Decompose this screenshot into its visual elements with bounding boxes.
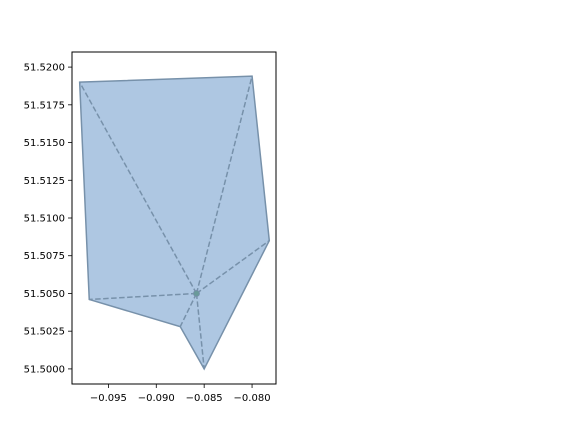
center-point <box>193 290 200 297</box>
y-tick-label-2: 51.5025 <box>24 327 65 338</box>
spoke-line-4 <box>195 293 205 369</box>
spoke-line-3 <box>196 240 270 295</box>
spoke-line-1 <box>79 81 198 294</box>
y-tick-label-9: 51.5200 <box>24 63 65 74</box>
y-tick-label-8: 51.5175 <box>24 100 65 111</box>
x-tick-label-4: −0.080 <box>234 393 271 404</box>
x-tick-label-1: −0.095 <box>90 393 127 404</box>
y-tick-label-7: 51.5150 <box>24 138 65 149</box>
spoke-line-6 <box>89 292 197 301</box>
y-tick-label-1: 51.5000 <box>24 364 65 375</box>
y-tick-label-4: 51.5075 <box>24 251 65 262</box>
y-tick-label-3: 51.5050 <box>24 289 65 300</box>
y-tick-label-5: 51.5100 <box>24 214 65 225</box>
plot-area <box>78 75 271 371</box>
y-tick-label-6: 51.5125 <box>24 176 65 187</box>
spoke-line-5 <box>179 293 198 327</box>
x-tick-label-3: −0.085 <box>186 393 223 404</box>
x-tick-label-2: −0.090 <box>138 393 175 404</box>
spoke-line-2 <box>195 75 253 294</box>
axes: −0.095 −0.090 −0.085 −0.080 51.5000 51.5025 51… <box>24 51 277 404</box>
